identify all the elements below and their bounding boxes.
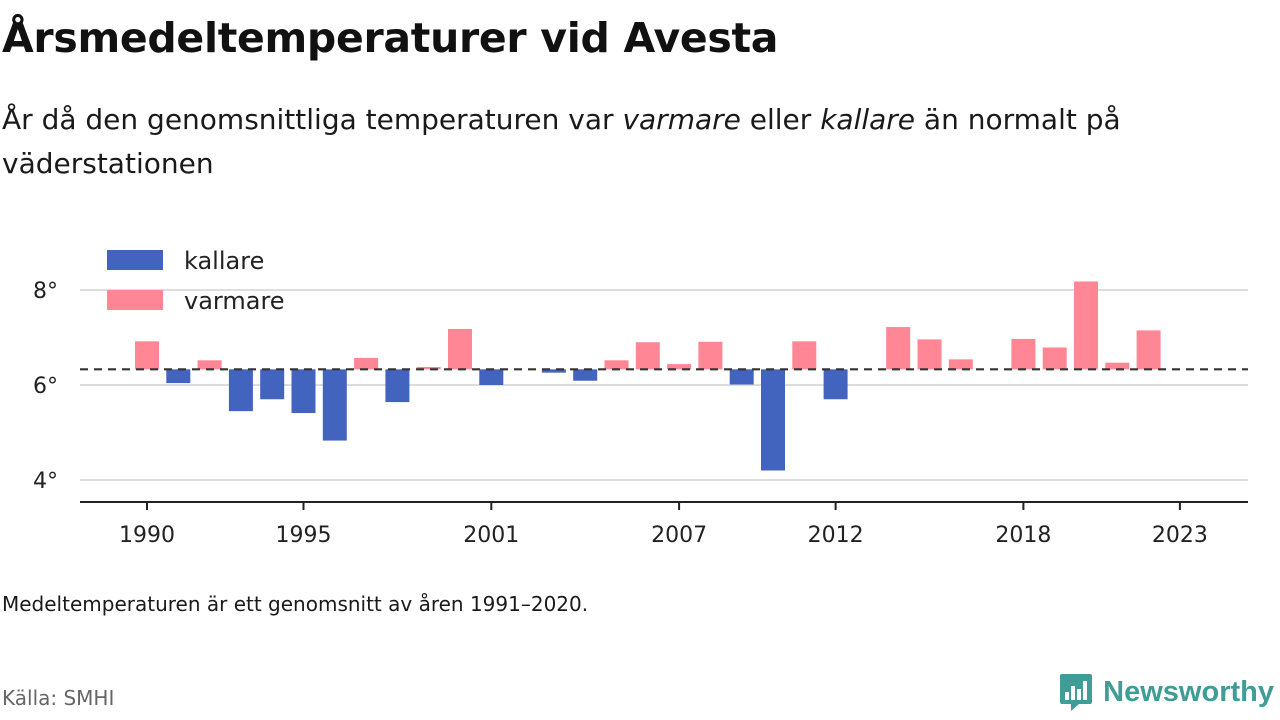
x-tick-label: 2023 — [1152, 523, 1208, 548]
subtitle-colder: kallare — [820, 103, 916, 136]
bar-2015 — [917, 339, 942, 370]
bar-2014 — [886, 327, 911, 370]
bar-2020 — [1074, 281, 1098, 370]
newsworthy-logo-icon — [1060, 674, 1093, 711]
x-tick-label: 1995 — [276, 523, 332, 548]
bar-1998 — [385, 369, 410, 403]
bar-2009 — [729, 369, 754, 385]
bar-1990 — [135, 341, 159, 370]
bar-1997 — [354, 357, 379, 370]
bar-2003 — [541, 369, 566, 373]
y-tick-label: 8° — [33, 279, 58, 304]
chart-footnote: Medeltemperaturen är ett genomsnitt av å… — [2, 592, 589, 616]
bar-1991 — [166, 369, 191, 384]
x-tick-label: 2018 — [995, 523, 1051, 548]
bar-1993 — [228, 369, 253, 412]
x-tick-label: 1990 — [119, 523, 175, 548]
bar-1992 — [197, 360, 222, 370]
bar-2007 — [667, 364, 692, 370]
x-tick-label: 2001 — [463, 523, 519, 548]
bar-2012 — [823, 369, 848, 400]
legend-label-varmare: varmare — [184, 287, 285, 315]
bar-1995 — [291, 369, 316, 414]
bar-2001 — [479, 369, 504, 385]
bar-2004 — [573, 369, 598, 381]
temperature-bar-chart: 4° 6° 8° 1990 1995 2001 2007 2012 2018 2023 kallar… — [33, 247, 1248, 548]
bar-2019 — [1042, 347, 1067, 370]
bar-2005 — [604, 360, 629, 370]
bar-2016 — [948, 359, 973, 370]
x-tick-label: 2007 — [651, 523, 707, 548]
subtitle-warmer: varmare — [622, 103, 741, 136]
bar-1994 — [260, 369, 285, 400]
y-tick-label: 6° — [33, 374, 58, 399]
chart-source: Källa: SMHI — [2, 686, 115, 710]
bar-2021 — [1105, 362, 1130, 370]
legend-swatch-kallare — [107, 250, 163, 270]
bar-2000 — [448, 328, 472, 370]
bar-2010 — [761, 369, 785, 471]
bar-2011 — [792, 341, 817, 370]
y-tick-label: 4° — [33, 469, 58, 494]
bar-1999 — [416, 366, 441, 370]
chart-subtitle: År då den genomsnittliga temperaturen va… — [2, 98, 1262, 186]
chart-title: Årsmedeltemperaturer vid Avesta — [2, 14, 779, 62]
bar-2006 — [635, 342, 660, 370]
subtitle-text-3: än normalt på väderstationen — [2, 103, 1121, 180]
legend-swatch-varmare — [107, 290, 163, 310]
newsworthy-logo-text: Newsworthy — [1103, 675, 1274, 708]
bar-2022 — [1136, 330, 1161, 370]
subtitle-text-2: eller — [740, 103, 821, 136]
legend-label-kallare: kallare — [184, 247, 264, 275]
bar-1996 — [322, 369, 347, 441]
x-tick-label: 2012 — [808, 523, 864, 548]
subtitle-text-1: År då den genomsnittliga temperaturen va… — [2, 103, 623, 136]
bar-2018 — [1011, 338, 1036, 370]
bar-2008 — [698, 341, 723, 370]
newsworthy-logo: Newsworthy — [1059, 672, 1274, 712]
